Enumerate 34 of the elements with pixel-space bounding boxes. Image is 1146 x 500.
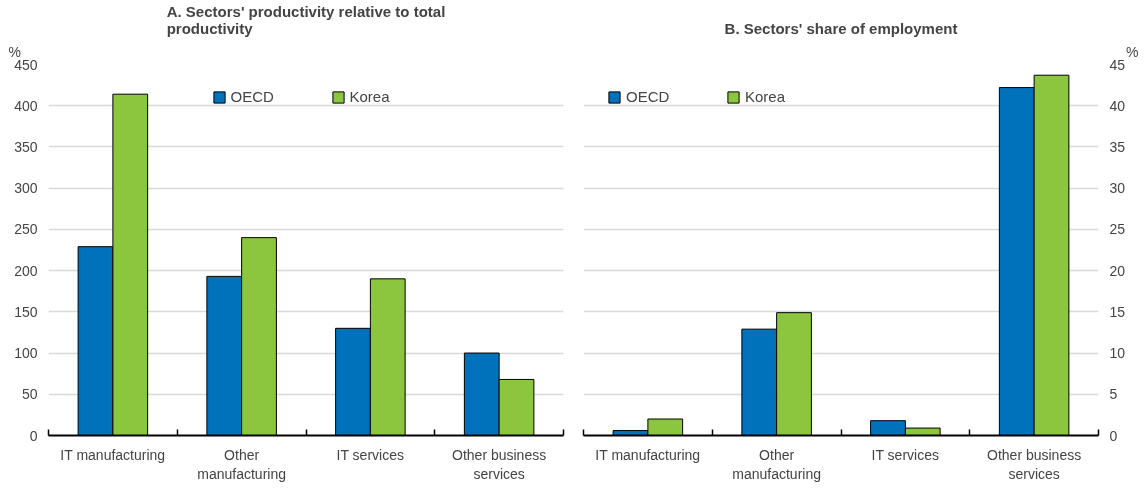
y2-tick-label: 20	[1109, 262, 1126, 279]
y-tick-label: 100	[14, 345, 38, 362]
y-tick-label: 150	[14, 303, 38, 320]
x-tick-label: IT services	[336, 446, 404, 463]
y-tick-label: 400	[14, 97, 38, 114]
y-tick-label: 200	[14, 262, 38, 279]
x-tick-label: Other business services	[452, 446, 547, 482]
y2-tick-label: 35	[1109, 138, 1126, 155]
y-tick-label: 250	[14, 221, 38, 238]
legend-label: Korea	[349, 88, 391, 105]
x-tick-label: Other manufacturing	[197, 446, 286, 482]
chart-title: A. Sectors' productivity relative to total productivity	[166, 2, 446, 37]
x-tick-label: Other business services	[987, 446, 1082, 482]
y2-tick-label: 40	[1109, 97, 1126, 114]
y2-tick-label: 5	[1109, 386, 1118, 403]
x-tick-label: IT services	[871, 446, 939, 463]
y2-tick-label: 0	[1109, 427, 1118, 444]
y2-axis-title: %	[1126, 43, 1139, 60]
y-tick-label: 0	[29, 427, 38, 444]
y-tick-label: 350	[14, 138, 38, 155]
x-tick-label: Other manufacturing	[732, 446, 821, 482]
y2-tick-label: 25	[1109, 221, 1126, 238]
y2-tick-label: 30	[1109, 180, 1126, 197]
y2-tick-label: 10	[1109, 345, 1126, 362]
legend-label: Korea	[745, 88, 787, 105]
y2-tick-label: 45	[1109, 56, 1126, 73]
x-tick-label: IT manufacturing	[595, 446, 701, 463]
legend-label: OECD	[230, 88, 275, 105]
legend-label: OECD	[626, 88, 671, 105]
x-tick-label: IT manufacturing	[60, 446, 166, 463]
y-tick-label: 300	[14, 180, 38, 197]
y-tick-label: 50	[21, 386, 38, 403]
chart-title: B. Sectors' share of employment	[724, 19, 958, 37]
y2-tick-label: 15	[1109, 303, 1126, 320]
